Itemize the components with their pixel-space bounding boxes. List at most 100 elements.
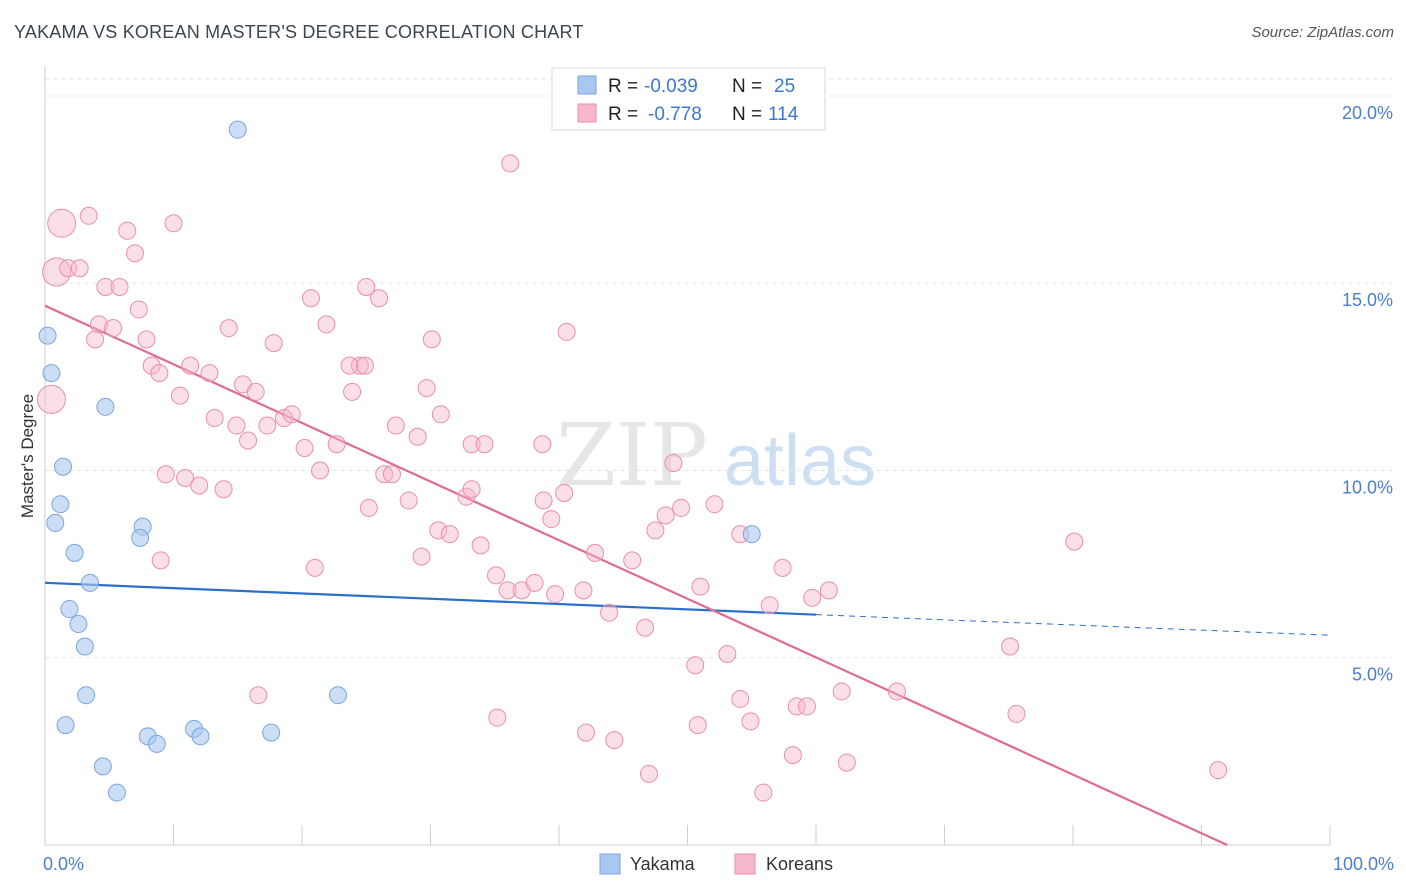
- koreans-point: [546, 585, 565, 604]
- y-axis-label: Master's Degree: [18, 394, 37, 518]
- yakama-point: [42, 364, 61, 383]
- koreans-point: [422, 330, 441, 349]
- trendlines: [44, 304, 1331, 847]
- trendline-yakama: [44, 581, 817, 616]
- koreans-point: [125, 244, 144, 263]
- koreans-point: [576, 723, 595, 742]
- koreans-point: [137, 330, 156, 349]
- koreans-point: [357, 277, 376, 296]
- x-tick-label: 0.0%: [43, 854, 84, 874]
- koreans-point: [718, 644, 737, 663]
- koreans-point: [170, 386, 189, 405]
- series-legend: Yakama Koreans: [599, 853, 833, 875]
- koreans-point: [574, 581, 593, 600]
- koreans-point: [783, 746, 802, 765]
- koreans-point: [636, 618, 655, 637]
- koreans-point: [639, 764, 658, 783]
- yakama-point: [46, 513, 65, 532]
- legend-label-yakama: Yakama: [630, 854, 696, 874]
- koreans-point: [264, 334, 283, 353]
- yakama-point: [262, 723, 281, 742]
- koreans-point: [887, 682, 906, 701]
- koreans-point: [525, 573, 544, 592]
- koreans-point: [672, 498, 691, 517]
- koreans-point: [142, 356, 161, 375]
- yakama-point: [56, 716, 75, 735]
- yakama-point: [65, 543, 84, 562]
- koreans-point: [129, 300, 148, 319]
- koreans-point: [156, 465, 175, 484]
- koreans-point: [837, 753, 856, 772]
- koreans-point: [96, 277, 115, 296]
- koreans-point: [487, 566, 506, 585]
- yakama-point: [38, 326, 57, 345]
- koreans-point: [462, 435, 481, 454]
- koreans-point: [1007, 704, 1026, 723]
- trendline-yakama-extension: [815, 614, 1331, 636]
- watermark-atlas: atlas: [724, 421, 876, 501]
- koreans-point: [429, 521, 448, 540]
- koreans-point: [350, 356, 369, 375]
- koreans-point: [36, 384, 66, 414]
- legend-swatch-koreans: [734, 853, 756, 875]
- stats-n-value-yakama: 25: [774, 76, 795, 97]
- koreans-point: [181, 356, 200, 375]
- koreans-point: [47, 208, 77, 238]
- koreans-point: [382, 465, 401, 484]
- yakama-point: [93, 757, 112, 776]
- yakama-point: [60, 600, 79, 619]
- legend-swatch-yakama: [599, 853, 621, 875]
- koreans-point: [176, 468, 195, 487]
- trendline-koreans: [44, 304, 1228, 847]
- koreans-point: [399, 491, 418, 510]
- koreans-point: [200, 364, 219, 383]
- watermark: ZIP atlas: [556, 406, 876, 506]
- legend-label-koreans: Koreans: [766, 854, 833, 874]
- stats-legend-box: [551, 67, 826, 131]
- koreans-point: [623, 551, 642, 570]
- koreans-point: [691, 577, 710, 596]
- koreans-point: [542, 510, 561, 529]
- koreans-point: [86, 330, 105, 349]
- yakama-point: [107, 783, 126, 802]
- yakama-point: [228, 120, 247, 139]
- stats-n-label-yakama: N =: [732, 76, 762, 97]
- koreans-point: [754, 783, 773, 802]
- koreans-point: [646, 521, 665, 540]
- x-tick-labels: 0.0% 100.0%: [43, 854, 1394, 874]
- koreans-point: [408, 427, 427, 446]
- koreans-point: [205, 409, 224, 428]
- koreans-point: [214, 480, 233, 499]
- yakama-point: [53, 457, 72, 476]
- koreans-point: [301, 289, 320, 308]
- koreans-point: [327, 435, 346, 454]
- koreans-point: [89, 315, 108, 334]
- koreans-point: [773, 558, 792, 577]
- koreans-point: [150, 364, 169, 383]
- koreans-point: [534, 491, 553, 510]
- koreans-point: [731, 689, 750, 708]
- koreans-point: [295, 439, 314, 458]
- koreans-point: [343, 382, 362, 401]
- koreans-point: [417, 379, 436, 398]
- koreans-point: [151, 551, 170, 570]
- yakama-point: [131, 528, 150, 547]
- koreans-point: [42, 257, 72, 287]
- koreans-point: [79, 206, 98, 225]
- koreans-point: [440, 525, 459, 544]
- koreans-point: [803, 588, 822, 607]
- koreans-point: [686, 656, 705, 675]
- koreans-point: [355, 356, 374, 375]
- koreans-point: [249, 686, 268, 705]
- koreans-point: [501, 154, 520, 173]
- y-tick-label: 15.0%: [1342, 290, 1393, 310]
- koreans-point: [359, 498, 378, 517]
- stats-r-label-yakama: R =: [608, 76, 638, 97]
- stats-swatch-yakama: [577, 75, 597, 95]
- yakama-point: [191, 727, 210, 746]
- koreans-point: [798, 697, 817, 716]
- yakama-point: [96, 397, 115, 416]
- koreans-point: [375, 465, 394, 484]
- koreans-point: [239, 431, 258, 450]
- koreans-point: [832, 682, 851, 701]
